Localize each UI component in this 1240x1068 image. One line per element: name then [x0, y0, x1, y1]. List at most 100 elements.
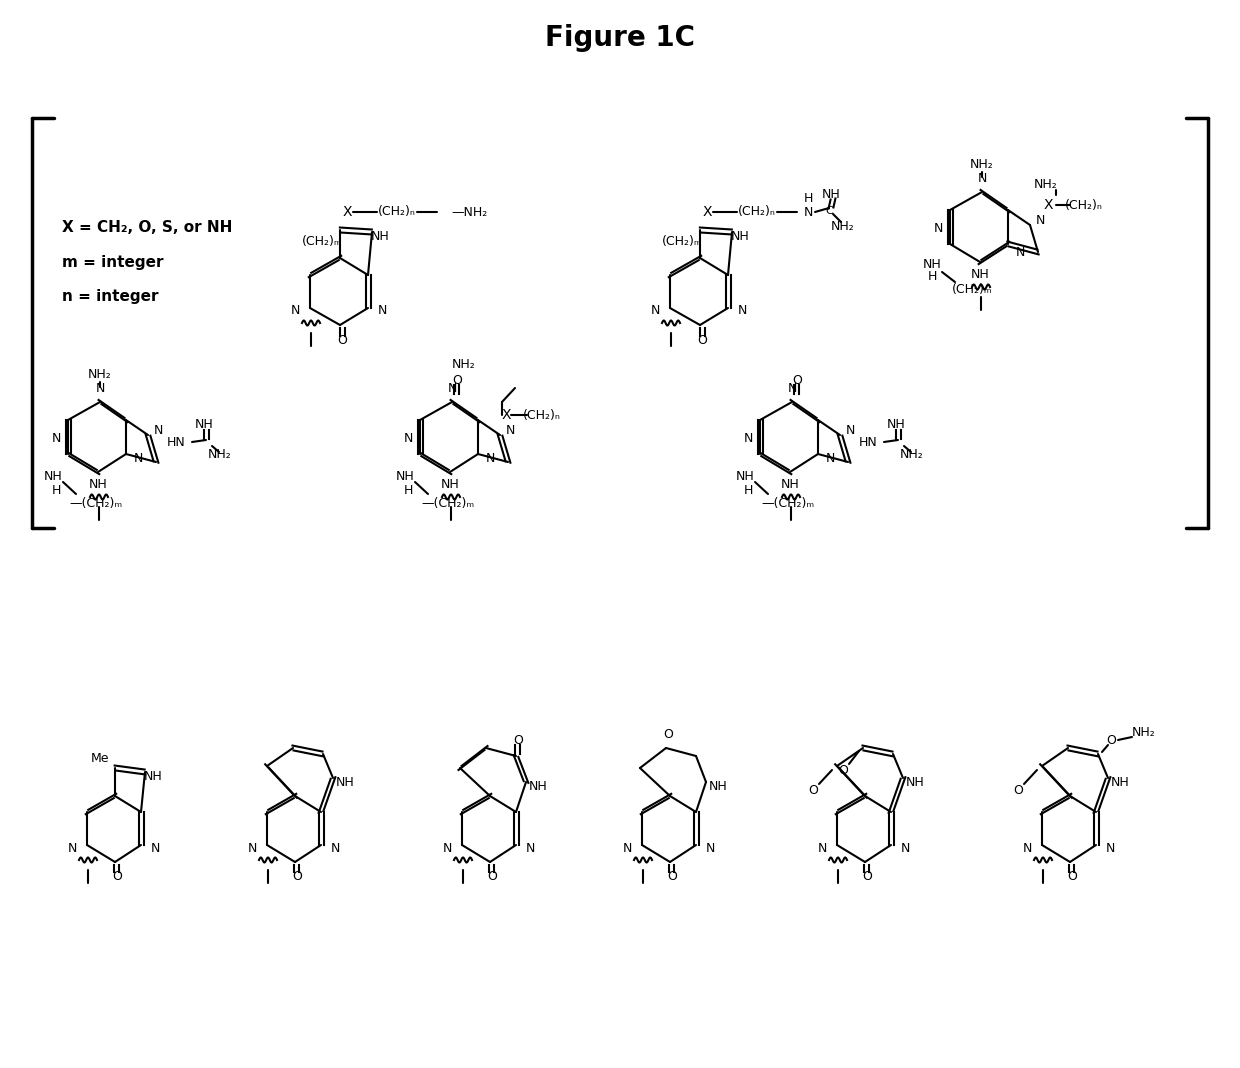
Text: NH: NH — [887, 419, 905, 431]
Text: NH: NH — [971, 268, 990, 282]
Text: N: N — [134, 453, 143, 466]
Text: Me: Me — [91, 752, 109, 765]
Text: H: H — [928, 270, 936, 283]
Text: (CH₂)ₘ: (CH₂)ₘ — [301, 236, 342, 249]
Text: O: O — [112, 870, 122, 883]
Text: NH: NH — [708, 781, 728, 794]
Text: (CH₂)ₙ: (CH₂)ₙ — [1065, 199, 1102, 211]
Text: N: N — [826, 453, 835, 466]
Text: X: X — [1043, 198, 1053, 213]
Text: Figure 1C: Figure 1C — [546, 23, 694, 52]
Text: NH₂: NH₂ — [208, 449, 232, 461]
Text: N: N — [68, 842, 77, 854]
Text: N: N — [651, 304, 660, 317]
Text: NH: NH — [144, 770, 162, 784]
Text: N: N — [1035, 214, 1044, 226]
Text: (CH₂)ₙ: (CH₂)ₙ — [523, 408, 560, 422]
Text: C: C — [825, 206, 833, 216]
Text: n = integer: n = integer — [62, 288, 159, 303]
Text: N: N — [95, 382, 104, 395]
Text: N: N — [290, 304, 300, 317]
Text: X: X — [502, 408, 511, 422]
Text: NH₂: NH₂ — [1034, 178, 1058, 191]
Text: NH₂: NH₂ — [831, 220, 854, 233]
Text: N: N — [331, 842, 340, 854]
Text: O: O — [293, 870, 301, 883]
Text: NH: NH — [781, 478, 800, 491]
Text: O: O — [513, 734, 523, 747]
Text: HN: HN — [166, 436, 185, 449]
Text: N: N — [378, 304, 387, 317]
Text: NH: NH — [735, 470, 754, 483]
Text: O: O — [792, 374, 802, 387]
Text: N: N — [506, 424, 515, 437]
Text: m = integer: m = integer — [62, 254, 164, 269]
Text: NH: NH — [195, 419, 213, 431]
Text: N: N — [154, 424, 162, 437]
Text: X = CH₂, O, S, or NH: X = CH₂, O, S, or NH — [62, 220, 232, 236]
Text: (CH₂)ₘ: (CH₂)ₘ — [662, 236, 702, 249]
Text: N: N — [934, 221, 942, 235]
Text: NH: NH — [336, 776, 355, 789]
Text: (CH₂)ₙ: (CH₂)ₙ — [738, 205, 776, 219]
Text: NH₂: NH₂ — [453, 358, 476, 371]
Text: N: N — [743, 431, 753, 444]
Text: NH: NH — [822, 188, 841, 201]
Text: HN: HN — [858, 436, 878, 449]
Text: N: N — [706, 842, 715, 854]
Text: —(CH₂)ₘ: —(CH₂)ₘ — [69, 498, 123, 511]
Text: NH₂: NH₂ — [88, 367, 112, 380]
Text: —(CH₂)ₘ: —(CH₂)ₘ — [422, 498, 475, 511]
Text: O: O — [808, 784, 818, 797]
Text: NH: NH — [396, 470, 414, 483]
Text: N: N — [1023, 842, 1032, 854]
Text: H: H — [403, 484, 413, 497]
Text: N: N — [846, 424, 854, 437]
Text: H: H — [51, 484, 61, 497]
Text: O: O — [838, 764, 848, 776]
Text: NH: NH — [440, 478, 459, 491]
Text: N: N — [151, 842, 160, 854]
Text: N: N — [738, 304, 748, 317]
Text: H: H — [804, 191, 812, 204]
Text: N: N — [1106, 842, 1115, 854]
Text: NH: NH — [88, 478, 108, 491]
Text: —(CH₂)ₘ: —(CH₂)ₘ — [761, 498, 815, 511]
Text: N: N — [485, 453, 495, 466]
Text: NH: NH — [923, 257, 941, 270]
Text: NH: NH — [905, 776, 924, 789]
Text: N: N — [977, 173, 987, 186]
Text: O: O — [1013, 784, 1023, 797]
Text: O: O — [487, 870, 497, 883]
Text: X: X — [702, 205, 712, 219]
Text: (CH₂)ₙ: (CH₂)ₙ — [378, 205, 415, 219]
Text: O: O — [663, 728, 673, 741]
Text: N: N — [526, 842, 536, 854]
Text: H: H — [743, 484, 753, 497]
Text: N: N — [817, 842, 827, 854]
Text: N: N — [1016, 246, 1024, 258]
Text: O: O — [337, 334, 347, 347]
Text: NH₂: NH₂ — [900, 449, 924, 461]
Text: N: N — [448, 382, 456, 395]
Text: NH₂: NH₂ — [970, 157, 994, 171]
Text: N: N — [804, 205, 812, 219]
Text: O: O — [667, 870, 677, 883]
Text: O: O — [1068, 870, 1076, 883]
Text: O: O — [697, 334, 707, 347]
Text: NH₂: NH₂ — [1132, 725, 1156, 738]
Text: O: O — [453, 374, 463, 387]
Text: N: N — [787, 382, 796, 395]
Text: N: N — [622, 842, 632, 854]
Text: N: N — [51, 431, 61, 444]
Text: —NH₂: —NH₂ — [451, 205, 487, 219]
Text: O: O — [862, 870, 872, 883]
Text: NH: NH — [371, 230, 389, 242]
Text: O: O — [1106, 734, 1116, 747]
Text: NH: NH — [43, 470, 62, 483]
Text: NH: NH — [1111, 776, 1130, 789]
Text: X: X — [342, 205, 352, 219]
Text: NH: NH — [730, 230, 749, 242]
Text: N: N — [443, 842, 453, 854]
Text: N: N — [403, 431, 413, 444]
